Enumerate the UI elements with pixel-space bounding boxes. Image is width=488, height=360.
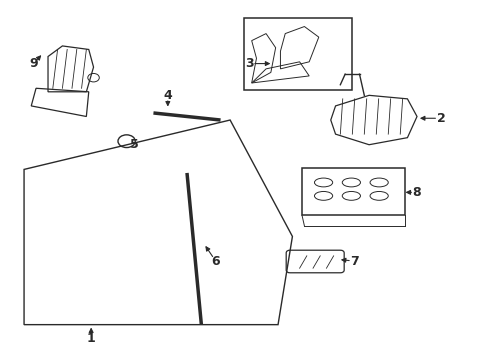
Text: 6: 6	[211, 255, 220, 267]
Bar	[244, 18, 351, 90]
Text: 8: 8	[412, 186, 421, 199]
Bar	[302, 168, 404, 215]
Text: 3: 3	[244, 57, 253, 70]
Text: 2: 2	[436, 112, 445, 125]
Text: 4: 4	[163, 89, 172, 102]
Text: 5: 5	[130, 138, 139, 151]
Text: 7: 7	[349, 255, 358, 267]
Text: 1: 1	[86, 332, 95, 345]
Text: 9: 9	[29, 57, 38, 70]
